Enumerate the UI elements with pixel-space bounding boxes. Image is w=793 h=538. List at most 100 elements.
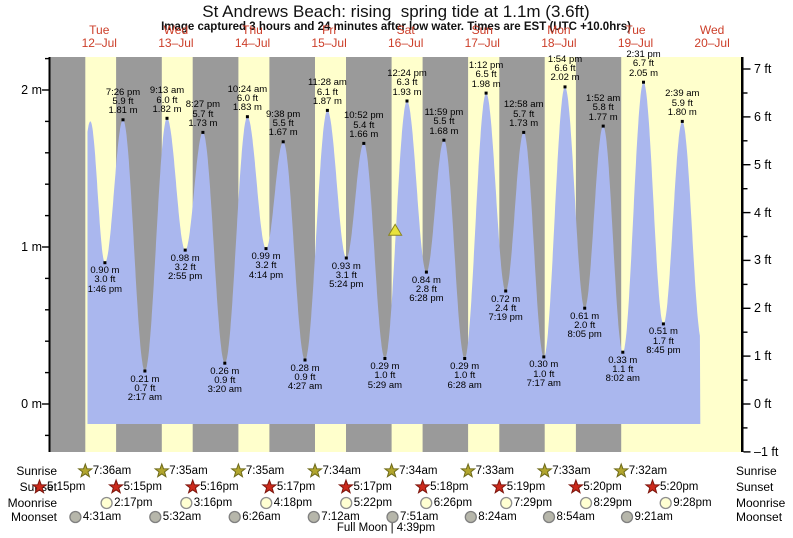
low-tide-annotation: 0.21 m 0.7 ft 2:17 am xyxy=(127,373,163,404)
meters-axis-label: 2 m xyxy=(21,83,42,97)
high-tide-annotation: 9:13 am 6.0 ft 1.82 m xyxy=(149,85,185,115)
moonrise-time: 6:26pm xyxy=(433,497,473,509)
feet-axis-label: 5 ft xyxy=(754,157,772,172)
feet-axis-label: 2 ft xyxy=(754,301,772,316)
sunrise-time: 7:34am xyxy=(399,465,438,477)
feet-axis-line xyxy=(741,57,744,452)
sunrise-time: 7:35am xyxy=(245,465,285,477)
feet-axis-tick xyxy=(743,164,751,166)
meters-axis-tick xyxy=(45,57,49,60)
sunset-time: 5:17pm xyxy=(276,481,316,493)
tide-extreme-dot xyxy=(223,361,227,365)
moonset-time: 7:12am xyxy=(321,511,360,523)
sunset-time: 5:20pm xyxy=(660,481,699,493)
feet-axis-tick xyxy=(743,355,751,357)
feet-axis-tick xyxy=(743,92,748,94)
tide-extreme-dot xyxy=(680,119,684,123)
moonrise-time: 3:16pm xyxy=(193,497,233,509)
high-tide-annotation: 2:39 am 5.9 ft 1.80 m xyxy=(665,88,700,118)
moonrise-row-label-right: Moonrise xyxy=(736,496,786,510)
tide-extreme-dot xyxy=(522,130,526,134)
day-label: Tue 19–Jul xyxy=(617,23,654,50)
tide-extreme-dot xyxy=(165,116,169,120)
low-tide-annotation: 0.61 m 2.0 ft 8:05 pm xyxy=(567,310,602,341)
feet-axis-tick xyxy=(743,331,748,333)
moonset-time: 4:31am xyxy=(82,511,122,523)
feet-axis-tick xyxy=(743,451,751,453)
feet-axis-label: 6 ft xyxy=(754,109,772,124)
low-tide-annotation: 0.29 m 1.0 ft 6:28 am xyxy=(447,361,482,391)
meters-axis-tick xyxy=(42,403,49,405)
meters-axis-label: 1 m xyxy=(21,240,42,254)
low-tide-annotation: 0.84 m 2.8 ft 6:28 pm xyxy=(409,274,444,305)
sunrise-time: 7:33am xyxy=(552,465,591,477)
day-label: Mon 18–Jul xyxy=(541,23,577,50)
feet-axis-tick xyxy=(743,403,751,405)
sunset-time: 5:15pm xyxy=(123,481,162,493)
low-tide-annotation: 0.90 m 3.0 ft 1:46 pm xyxy=(87,265,123,295)
high-tide-annotation: 1:12 pm 6.5 ft 1.98 m xyxy=(468,60,504,90)
sunset-row-label-right: Sunset xyxy=(736,480,774,494)
tide-extreme-dot xyxy=(583,306,587,310)
meters-axis-line xyxy=(48,57,51,452)
tide-extreme-dot xyxy=(281,140,285,144)
high-tide-annotation: 2:31 pm 6.7 ft 2.05 m xyxy=(626,49,661,79)
sunrise-row-label-left: Sunrise xyxy=(16,464,57,478)
day-label: Wed 20–Jul xyxy=(694,23,730,50)
high-tide-annotation: 1:54 pm 6.6 ft 2.02 m xyxy=(547,53,583,84)
high-tide-annotation: 11:59 pm 5.5 ft 1.68 m xyxy=(424,107,464,137)
moonrise-row-label-left: Moonrise xyxy=(7,496,57,510)
moonset-time: 9:21am xyxy=(634,511,673,523)
tide-extreme-dot xyxy=(563,85,567,89)
sunset-time: 5:17pm xyxy=(353,481,392,493)
tide-extreme-dot xyxy=(661,322,665,326)
low-tide-annotation: 0.28 m 0.9 ft 4:27 am xyxy=(287,362,323,393)
moonrise-time: 7:29pm xyxy=(513,497,553,509)
sunrise-time: 7:35am xyxy=(169,465,208,477)
tide-extreme-dot xyxy=(344,256,348,260)
tide-extreme-dot xyxy=(325,108,329,112)
tide-extreme-dot xyxy=(621,350,625,354)
moonrise-time: 2:17pm xyxy=(114,497,153,509)
meters-axis-tick xyxy=(45,214,49,217)
tide-extreme-dot xyxy=(362,141,366,145)
tide-extreme-dot xyxy=(601,124,605,128)
meters-axis-tick xyxy=(45,309,49,311)
tide-extreme-dot xyxy=(264,247,268,251)
feet-axis-label: 0 ft xyxy=(754,397,772,411)
tide-extreme-dot xyxy=(201,130,205,134)
feet-axis-tick xyxy=(743,427,748,429)
tide-extreme-dot xyxy=(484,91,488,95)
meters-axis-label: 0 m xyxy=(21,397,42,411)
low-tide-annotation: 0.51 m 1.7 ft 8:45 pm xyxy=(646,326,681,356)
day-label: Wed 13–Jul xyxy=(158,23,194,50)
high-tide-annotation: 1:52 am 5.8 ft 1.77 m xyxy=(586,93,621,123)
moonset-row-label-left: Moonset xyxy=(10,510,57,524)
high-tide-annotation: 10:52 pm 5.4 ft 1.66 m xyxy=(343,110,384,140)
sunset-time: 5:16pm xyxy=(200,481,239,493)
tide-extreme-dot xyxy=(103,261,107,265)
moonrise-time: 5:22pm xyxy=(353,497,393,509)
sunrise-time: 7:32am xyxy=(628,465,668,477)
feet-axis-label: 1 ft xyxy=(754,349,772,364)
high-tide-annotation: 10:24 am 6.0 ft 1.83 m xyxy=(227,83,268,114)
feet-axis-label: 7 ft xyxy=(754,62,772,76)
tide-extreme-dot xyxy=(463,357,467,360)
moonset-time: 5:32am xyxy=(162,511,202,523)
feet-axis-tick xyxy=(743,259,751,262)
sunset-time: 5:20pm xyxy=(583,481,622,493)
low-tide-annotation: 0.30 m 1.0 ft 7:17 am xyxy=(526,359,561,389)
tide-extreme-dot xyxy=(183,248,187,252)
sunset-time: 5:18pm xyxy=(430,481,469,493)
day-label: Fri 15–Jul xyxy=(311,23,347,50)
sunset-time: 5:19pm xyxy=(506,481,546,493)
chart-title: St Andrews Beach: rising spring tide at … xyxy=(202,2,590,21)
low-tide-annotation: 0.98 m 3.2 ft 2:55 pm xyxy=(168,252,203,283)
tide-curve xyxy=(87,82,701,424)
meters-axis-tick xyxy=(45,371,49,374)
moonset-row-label-right: Moonset xyxy=(736,510,783,524)
high-tide-annotation: 8:27 pm 5.7 ft 1.73 m xyxy=(185,99,221,129)
moonset-time: 8:54am xyxy=(556,511,595,523)
sunrise-row-label-right: Sunrise xyxy=(736,464,777,478)
